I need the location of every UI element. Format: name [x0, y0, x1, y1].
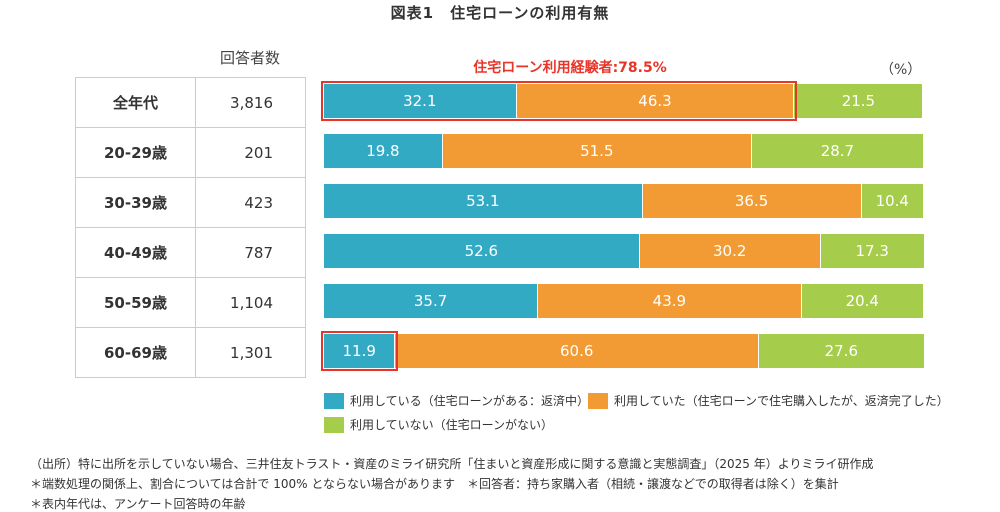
bar-segment-repaying: 35.7 [324, 284, 539, 318]
bar-segment-completed: 43.9 [538, 284, 802, 318]
legend-swatch [324, 392, 344, 409]
bar-segment-repaying: 32.1 [324, 84, 517, 118]
bar-segment-completed: 60.6 [395, 334, 759, 368]
legend-swatch [324, 416, 344, 433]
table-row: 20-29歳 201 [75, 127, 306, 178]
bar-segment-completed: 46.3 [516, 84, 795, 118]
stacked-bar-chart: 32.1 46.3 21.5 19.8 51.5 28.7 53.1 36.5 10.4 52.6… [321, 81, 925, 371]
table-row: 30-39歳 423 [75, 177, 306, 228]
age-group: 30-39歳 [75, 177, 196, 228]
age-group: 50-59歳 [75, 277, 196, 328]
age-group: 20-29歳 [75, 127, 196, 178]
bar-segment-completed: 30.2 [639, 234, 821, 268]
bar-segment-not-used: 10.4 [861, 184, 924, 218]
legend-label: 利用している（住宅ローンがある：返済中） [350, 394, 590, 408]
footnote: ＊端数処理の関係上、割合については合計で 100% とならない場合があります ＊… [30, 477, 839, 491]
respondent-count: 423 [195, 177, 306, 228]
age-group: 全年代 [75, 77, 196, 128]
bar-segment-not-used: 28.7 [751, 134, 924, 168]
respondents-table: 全年代 3,816 20-29歳 201 30-39歳 423 40-49歳 787 50-59… [75, 77, 306, 378]
bar-segment-not-used: 17.3 [820, 234, 925, 268]
source-note: （出所）特に出所を示していない場合、三井住友トラスト・資産のミライ研究所「住まい… [30, 457, 874, 471]
bar-segment-repaying: 11.9 [324, 334, 396, 368]
table-row: 40-49歳 787 [75, 227, 306, 278]
chart-title: 図表1 住宅ローンの利用有無 [390, 4, 610, 22]
legend-item-not-used: 利用していない（住宅ローンがない） [324, 416, 553, 433]
legend-label: 利用していた（住宅ローンで住宅購入したが、返済完了した） [614, 394, 949, 408]
respondent-count: 1,301 [195, 327, 306, 378]
bar-segment-repaying: 19.8 [324, 134, 443, 168]
respondent-count: 1,104 [195, 277, 306, 328]
bar-segment-not-used: 20.4 [801, 284, 924, 318]
legend-swatch [588, 392, 608, 409]
legend-label: 利用していない（住宅ローンがない） [350, 418, 554, 432]
highlight-box [321, 81, 798, 121]
bar-segment-repaying: 53.1 [324, 184, 643, 218]
age-group: 60-69歳 [75, 327, 196, 378]
bar-segment-completed: 36.5 [642, 184, 862, 218]
bar-segment-repaying: 52.6 [324, 234, 640, 268]
bar-segment-completed: 51.5 [442, 134, 752, 168]
bar-segment-not-used: 27.6 [759, 334, 925, 368]
footnote: ＊表内年代は、アンケート回答時の年齢 [30, 497, 246, 511]
bar-segment-not-used: 21.5 [794, 84, 924, 118]
legend-item-repaying: 利用している（住宅ローンがある：返済中） [324, 392, 589, 409]
loan-experience-label: 住宅ローン利用経験者:78.5% [473, 60, 667, 76]
respondents-header: 回答者数 [219, 49, 280, 67]
unit-label: （%） [880, 62, 922, 78]
table-row: 50-59歳 1,104 [75, 277, 306, 328]
highlight-box [321, 331, 399, 371]
legend-item-completed: 利用していた（住宅ローンで住宅購入したが、返済完了した） [588, 392, 949, 409]
respondent-count: 201 [195, 127, 306, 178]
age-group: 40-49歳 [75, 227, 196, 278]
table-row: 60-69歳 1,301 [75, 327, 306, 378]
